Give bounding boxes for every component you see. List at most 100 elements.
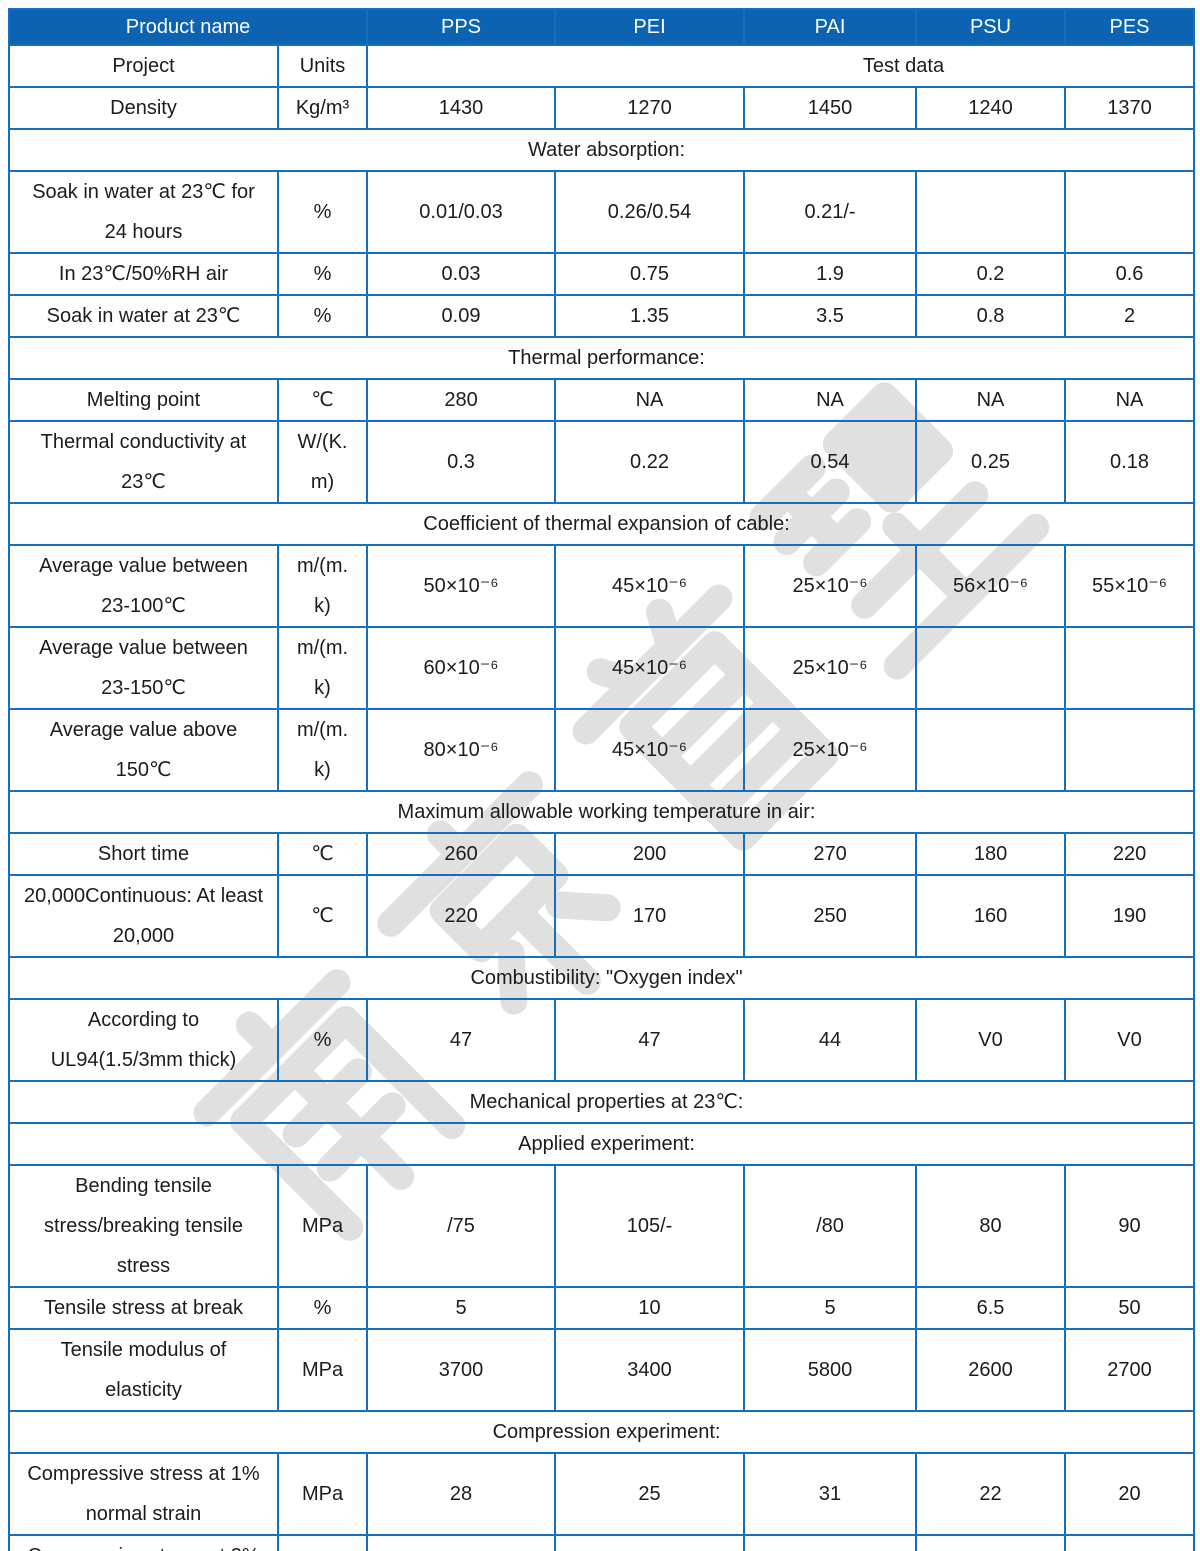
value-cell: /80 xyxy=(743,1164,918,1288)
value-cell: 190 xyxy=(1064,874,1196,958)
value-cell: 45×10⁻⁶ xyxy=(554,544,746,628)
value-cell: 56×10⁻⁶ xyxy=(915,544,1067,628)
section-label: Combustibility: "Oxygen index" xyxy=(7,956,1196,1000)
unit-cell: m/(m. k) xyxy=(276,626,369,710)
header-row: Product name PPS PEI PAI PSU PES xyxy=(7,8,1196,46)
column-header-pei: PEI xyxy=(554,8,746,46)
value-cell: NA xyxy=(1064,378,1196,422)
value-cell: 0.54 xyxy=(743,420,918,504)
row-label: 20,000Continuous: At least 20,000 xyxy=(8,874,279,958)
value-cell: 0.2 xyxy=(915,252,1067,296)
material-properties-table: Product name PPS PEI PAI PSU PES Project… xyxy=(7,8,1196,1551)
table-row-density: Density Kg/m³ 1430 1270 1450 1240 1370 xyxy=(8,86,1196,130)
column-header-psu: PSU xyxy=(915,8,1067,46)
row-label: Compressive stress at 1% normal strain xyxy=(8,1452,279,1536)
value-cell: 47 xyxy=(366,998,557,1082)
row-label: Average value between 23-150℃ xyxy=(8,626,279,710)
value-cell: 49 xyxy=(554,1534,746,1551)
section-row-max-working-temperature: Maximum allowable working temperature in… xyxy=(7,790,1196,834)
subheader-row: Project Units Test data xyxy=(8,44,1196,88)
section-label: Compression experiment: xyxy=(7,1410,1196,1454)
row-label: In 23℃/50%RH air xyxy=(8,252,279,296)
value-cell: 5 xyxy=(366,1286,557,1330)
table-row-avg-above-150: Average value above 150℃ m/(m. k) 80×10⁻… xyxy=(8,708,1196,792)
unit-cell: ℃ xyxy=(276,378,369,422)
value-cell: 3700 xyxy=(366,1328,557,1412)
value-cell: 1.35 xyxy=(554,294,746,338)
value-cell: 55 xyxy=(366,1534,557,1551)
unit-cell: MPa xyxy=(276,1328,369,1412)
table-row-bending-tensile: Bending tensile stress/breaking tensile … xyxy=(8,1164,1196,1288)
section-row-mechanical-properties: Mechanical properties at 23℃: xyxy=(7,1080,1196,1124)
unit-cell: % xyxy=(276,294,369,338)
value-cell: /75 xyxy=(366,1164,557,1288)
value-cell: 6.5 xyxy=(915,1286,1067,1330)
table-row-compressive-1pct: Compressive stress at 1% normal strain M… xyxy=(8,1452,1196,1536)
value-cell: 1270 xyxy=(554,86,746,130)
value-cell: 50×10⁻⁶ xyxy=(366,544,557,628)
unit-cell: % xyxy=(276,1286,369,1330)
table-row-ul94: According to UL94(1.5/3mm thick) % 47 47… xyxy=(8,998,1196,1082)
value-cell: 44 xyxy=(743,998,918,1082)
value-cell: 0.25 xyxy=(915,420,1067,504)
table-row-melting-point: Melting point ℃ 280 NA NA NA NA xyxy=(8,378,1196,422)
value-cell: 31 xyxy=(743,1452,918,1536)
row-label: Average value above 150℃ xyxy=(8,708,279,792)
value-cell: 170 xyxy=(554,874,746,958)
value-cell: 0.3 xyxy=(366,420,557,504)
value-cell: 45×10⁻⁶ xyxy=(554,626,746,710)
test-data-label: Test data xyxy=(366,44,1196,88)
value-cell: 1450 xyxy=(743,86,918,130)
value-cell: 5800 xyxy=(743,1328,918,1412)
product-name-header: Product name xyxy=(7,8,369,46)
value-cell: 0.22 xyxy=(554,420,746,504)
table-row-soak-23: Soak in water at 23℃ % 0.09 1.35 3.5 0.8… xyxy=(8,294,1196,338)
section-row-thermal-performance: Thermal performance: xyxy=(7,336,1196,380)
value-cell: 220 xyxy=(366,874,557,958)
section-label: Mechanical properties at 23℃: xyxy=(7,1080,1196,1124)
value-cell: 25 xyxy=(554,1452,746,1536)
unit-cell: Kg/m³ xyxy=(276,86,369,130)
table-row-short-time: Short time ℃ 260 200 270 180 220 xyxy=(8,832,1196,876)
section-label: Thermal performance: xyxy=(7,336,1196,380)
unit-cell: % xyxy=(276,998,369,1082)
value-cell: 250 xyxy=(743,874,918,958)
value-cell: 1430 xyxy=(366,86,557,130)
row-label: Density xyxy=(8,86,279,130)
value-cell: V0 xyxy=(1064,998,1196,1082)
unit-cell: ℃ xyxy=(276,832,369,876)
row-label: Tensile stress at break xyxy=(8,1286,279,1330)
row-label: Soak in water at 23℃ xyxy=(8,294,279,338)
value-cell: 25×10⁻⁶ xyxy=(743,708,918,792)
unit-cell: W/(K. m) xyxy=(276,420,369,504)
section-row-applied-experiment: Applied experiment: xyxy=(7,1122,1196,1166)
table-row-compressive-2pct: Compressive stress at 2% normal strain M… xyxy=(8,1534,1196,1551)
value-cell: 80 xyxy=(915,1164,1067,1288)
table-row-avg-23-150: Average value between 23-150℃ m/(m. k) 6… xyxy=(8,626,1196,710)
value-cell: 25×10⁻⁶ xyxy=(743,626,918,710)
value-cell: 1.9 xyxy=(743,252,918,296)
section-row-thermal-expansion: Coefficient of thermal expansion of cabl… xyxy=(7,502,1196,546)
table-row-continuous: 20,000Continuous: At least 20,000 ℃ 220 … xyxy=(8,874,1196,958)
units-label: Units xyxy=(276,44,369,88)
value-cell: 280 xyxy=(366,378,557,422)
value-cell xyxy=(915,708,1067,792)
row-label: Bending tensile stress/breaking tensile … xyxy=(8,1164,279,1288)
value-cell: V0 xyxy=(915,998,1067,1082)
section-row-combustibility: Combustibility: "Oxygen index" xyxy=(7,956,1196,1000)
value-cell: 0.6 xyxy=(1064,252,1196,296)
unit-cell: m/(m. k) xyxy=(276,544,369,628)
value-cell: 3.5 xyxy=(743,294,918,338)
value-cell: 0.8 xyxy=(915,294,1067,338)
value-cell: 50 xyxy=(1064,1286,1196,1330)
unit-cell: MPa xyxy=(276,1452,369,1536)
row-label: Compressive stress at 2% normal strain xyxy=(8,1534,279,1551)
value-cell: 47 xyxy=(554,998,746,1082)
value-cell: 5 xyxy=(743,1286,918,1330)
value-cell: 220 xyxy=(1064,832,1196,876)
value-cell xyxy=(915,1534,1067,1551)
value-cell: 10 xyxy=(554,1286,746,1330)
column-header-pes: PES xyxy=(1064,8,1196,46)
table-row-tensile-stress-break: Tensile stress at break % 5 10 5 6.5 50 xyxy=(8,1286,1196,1330)
